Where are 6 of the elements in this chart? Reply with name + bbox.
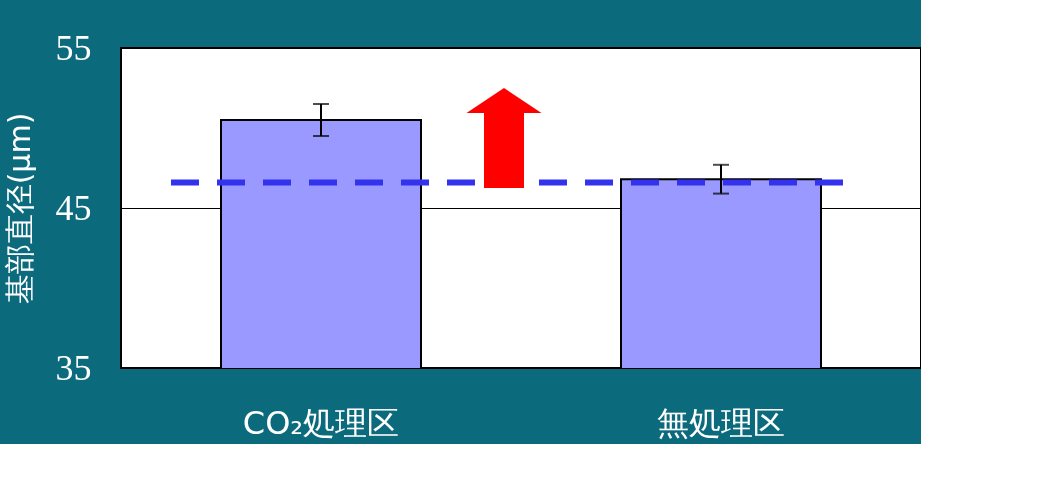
y-axis-title: 基部直径(μm) — [1, 112, 37, 305]
x-tick-label: CO₂処理区 — [242, 403, 400, 442]
x-tick-label: 無処理区 — [657, 403, 785, 442]
y-tick-label: 35 — [55, 347, 92, 388]
y-tick-label: 45 — [55, 187, 92, 228]
y-tick-label: 55 — [55, 27, 92, 68]
